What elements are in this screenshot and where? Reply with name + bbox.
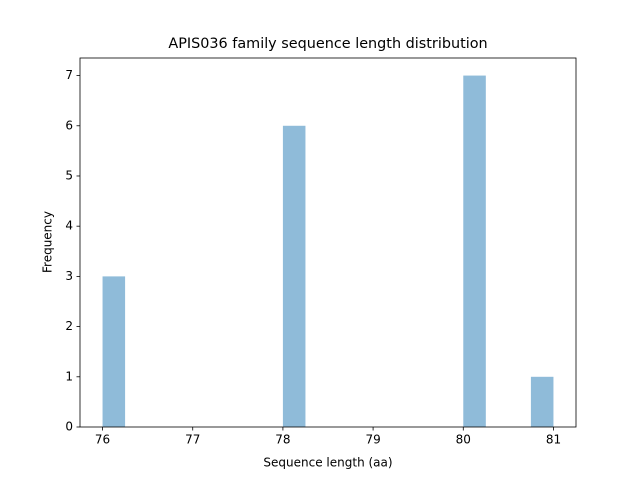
y-tick-label: 0 [65,420,73,434]
y-axis-label: Frequency [41,211,55,273]
plot-frame [79,57,577,428]
y-tick-label: 1 [65,369,73,383]
y-tick-label: 5 [65,168,73,182]
x-tick-label: 76 [95,433,110,447]
y-tick-label: 6 [65,118,73,132]
chart-title: APIS036 family sequence length distribut… [168,36,487,52]
y-tick-label: 4 [65,219,73,233]
x-tick-label: 78 [275,433,290,447]
y-tick-label: 2 [65,319,73,333]
bar [463,75,486,428]
x-tick-label: 80 [456,433,471,447]
y-tick-label: 3 [65,269,73,283]
y-tick-label: 7 [65,68,73,82]
bar [102,276,126,427]
x-tick-label: 77 [185,433,200,447]
x-tick-label: 79 [365,433,380,447]
x-axis-label: Sequence length (aa) [263,456,392,470]
bar [530,376,554,427]
bar [282,125,306,427]
x-tick-label: 81 [546,433,561,447]
